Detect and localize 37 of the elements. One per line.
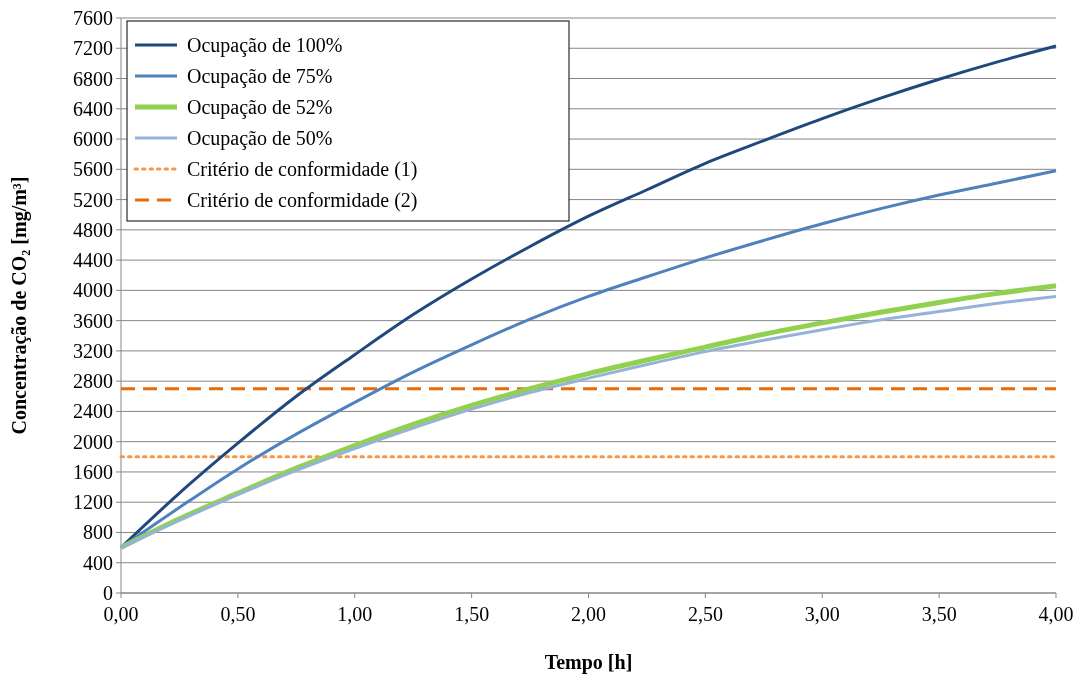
x-tick-label: 0,00	[103, 603, 139, 625]
y-axis-title: Concentração de CO₂ [mg/m³]	[8, 176, 31, 435]
y-tick-label: 1600	[73, 460, 113, 483]
y-tick-label: 3200	[73, 339, 113, 362]
y-tick-label: 6800	[73, 67, 113, 90]
y-tick-label: 4400	[73, 249, 113, 272]
x-tick-label: 0,50	[220, 603, 256, 625]
y-tick-label: 2400	[73, 400, 113, 423]
y-tick-label: 0	[103, 582, 113, 604]
y-tick-label: 5600	[73, 158, 113, 181]
x-axis-title: Tempo [h]	[544, 651, 633, 674]
x-tick-label: 2,50	[687, 603, 723, 625]
y-tick-label: 7600	[73, 7, 113, 29]
y-tick-label: 5200	[73, 188, 113, 211]
x-tick-label: 3,50	[921, 603, 957, 625]
y-tick-label: 800	[83, 521, 113, 544]
y-tick-label: 1200	[73, 491, 113, 514]
y-tick-label: 6400	[73, 97, 113, 120]
x-tick-label: 3,00	[804, 603, 840, 625]
y-tick-label: 4000	[73, 279, 113, 302]
x-tick-label: 1,50	[454, 603, 490, 625]
legend-label: Ocupação de 52%	[187, 96, 333, 119]
x-tick-label: 4,00	[1038, 603, 1074, 625]
legend-label: Ocupação de 75%	[187, 65, 333, 88]
y-tick-label: 2800	[73, 370, 113, 393]
x-tick-label: 2,00	[571, 603, 606, 625]
legend-label: Ocupação de 100%	[187, 34, 343, 57]
legend-label: Critério de conformidade (1)	[187, 158, 418, 181]
y-tick-label: 4800	[73, 218, 113, 241]
legend-label: Ocupação de 50%	[187, 127, 333, 150]
y-tick-label: 6000	[73, 128, 113, 151]
y-tick-label: 7200	[73, 37, 113, 60]
x-tick-label: 1,00	[337, 603, 373, 625]
y-tick-label: 3600	[73, 309, 113, 332]
y-tick-label: 400	[83, 551, 113, 574]
y-tick-label: 2000	[73, 430, 113, 453]
legend-label: Critério de conformidade (2)	[187, 189, 418, 212]
